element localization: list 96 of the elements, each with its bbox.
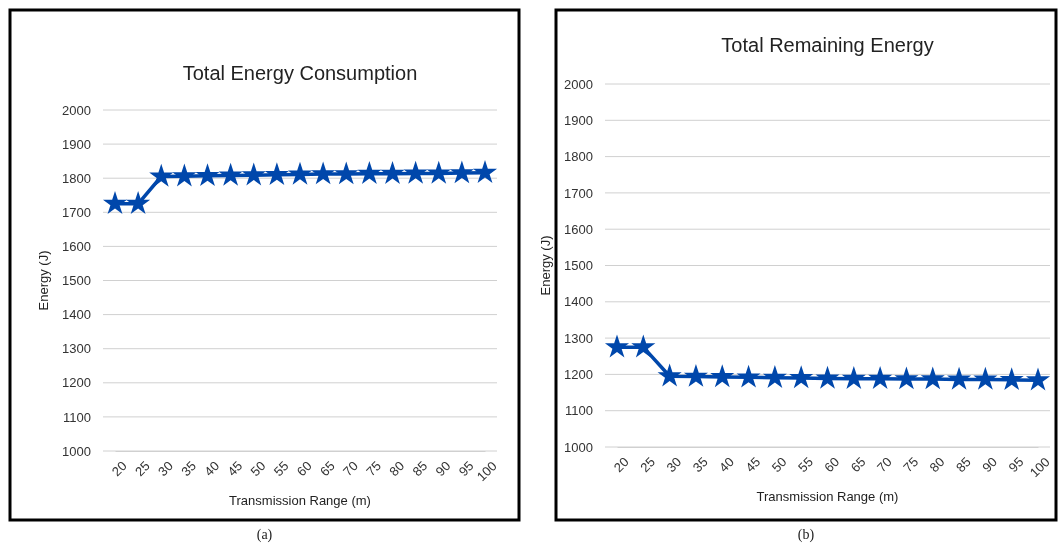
point [311, 161, 336, 185]
point [334, 161, 359, 185]
point [149, 163, 174, 187]
x-tick-label: 60 [821, 454, 843, 476]
x-tick-label: 30 [155, 458, 176, 480]
y-tick-label: 1800 [564, 149, 593, 165]
x-tick-label: 90 [979, 454, 1001, 476]
x-tick-label: 35 [689, 454, 711, 476]
y-tick-label: 2000 [564, 76, 593, 92]
x-tick-label: 50 [247, 458, 269, 480]
x-tick-label: 85 [952, 454, 974, 476]
point [815, 365, 840, 389]
x-tick-label: 20 [610, 454, 632, 476]
y-tick-label: 1000 [564, 439, 593, 455]
x-tick-label: 65 [317, 458, 338, 480]
x-tick-label: 80 [926, 454, 948, 476]
y-tick-label: 1100 [63, 409, 91, 425]
point [920, 366, 945, 390]
x-tick-label: 95 [1005, 454, 1027, 476]
x-tick-label: 40 [201, 458, 223, 480]
x-tick-label: 70 [340, 458, 361, 480]
y-tick-label: 1400 [564, 294, 593, 310]
point [449, 160, 474, 184]
y-tick-label: 1300 [564, 330, 593, 346]
y-tick-label: 1000 [62, 443, 91, 459]
y-tick-label: 2000 [62, 102, 91, 118]
y-tick-label: 1400 [62, 307, 91, 323]
x-tick-label: 70 [874, 454, 895, 476]
point [102, 191, 128, 215]
x-axis-title: Transmission Range (m) [229, 493, 371, 508]
x-tick-label: 85 [409, 458, 431, 480]
point [973, 366, 998, 390]
y-tick-label: 1200 [62, 375, 91, 391]
point [789, 365, 814, 389]
y-tick-label: 1300 [62, 341, 91, 357]
x-tick-label: 30 [663, 454, 685, 476]
x-tick-label: 80 [386, 458, 408, 480]
y-axis-title: Energy (J) [36, 250, 51, 311]
point [947, 366, 972, 390]
point [172, 163, 197, 187]
point [631, 334, 656, 358]
text: (b) [797, 527, 815, 543]
x-tick-label: 60 [293, 458, 315, 480]
point [218, 162, 243, 186]
y-tick-label: 1700 [62, 204, 91, 220]
y-tick-label: 1500 [62, 273, 91, 289]
x-tick-label: 75 [900, 454, 922, 476]
point [894, 366, 919, 390]
point [403, 160, 428, 184]
x-tick-label: 65 [847, 454, 869, 476]
text: (a) [256, 527, 273, 543]
point [357, 161, 382, 185]
point [999, 367, 1024, 391]
x-tick-label: 25 [637, 454, 659, 476]
point [126, 191, 151, 215]
x-tick-label: 40 [716, 454, 737, 476]
point [762, 365, 787, 388]
y-tick-label: 1600 [62, 239, 91, 255]
point [195, 163, 220, 187]
x-tick-label: 50 [768, 454, 790, 476]
point [264, 162, 289, 186]
point [710, 364, 735, 388]
x-tick-label: 100 [1026, 454, 1053, 481]
point [287, 161, 313, 185]
point [736, 364, 761, 388]
x-tick-label: 25 [132, 458, 153, 480]
x-axis-title: Transmission Range (m) [756, 489, 899, 504]
point [380, 161, 405, 185]
x-tick-label: 75 [363, 458, 385, 480]
chart-title: Total Energy Consumption [182, 62, 418, 84]
y-axis-title: Energy (J) [538, 235, 553, 296]
point [841, 366, 866, 389]
point [683, 363, 708, 387]
y-tick-label: 1900 [62, 136, 91, 152]
x-tick-label: 90 [432, 458, 454, 480]
y-tick-label: 1100 [565, 403, 593, 419]
y-tick-label: 1700 [564, 185, 593, 201]
point [426, 160, 451, 184]
x-tick-label: 55 [270, 458, 292, 480]
x-tick-label: 55 [795, 454, 816, 476]
point [604, 334, 630, 358]
chart-title: Total Remaining Energy [721, 34, 934, 56]
y-tick-label: 1800 [62, 170, 91, 186]
x-tick-label: 20 [108, 458, 130, 480]
x-tick-label: 45 [224, 458, 246, 480]
y-tick-label: 1600 [564, 221, 593, 237]
x-tick-label: 35 [178, 458, 200, 480]
point [657, 363, 682, 387]
y-tick-label: 1900 [564, 112, 593, 128]
point [1025, 367, 1051, 391]
point [472, 160, 498, 183]
x-tick-label: 45 [742, 454, 764, 476]
y-tick-label: 1200 [564, 367, 593, 383]
point [241, 162, 266, 186]
y-tick-label: 1500 [564, 258, 593, 274]
point [868, 366, 893, 389]
